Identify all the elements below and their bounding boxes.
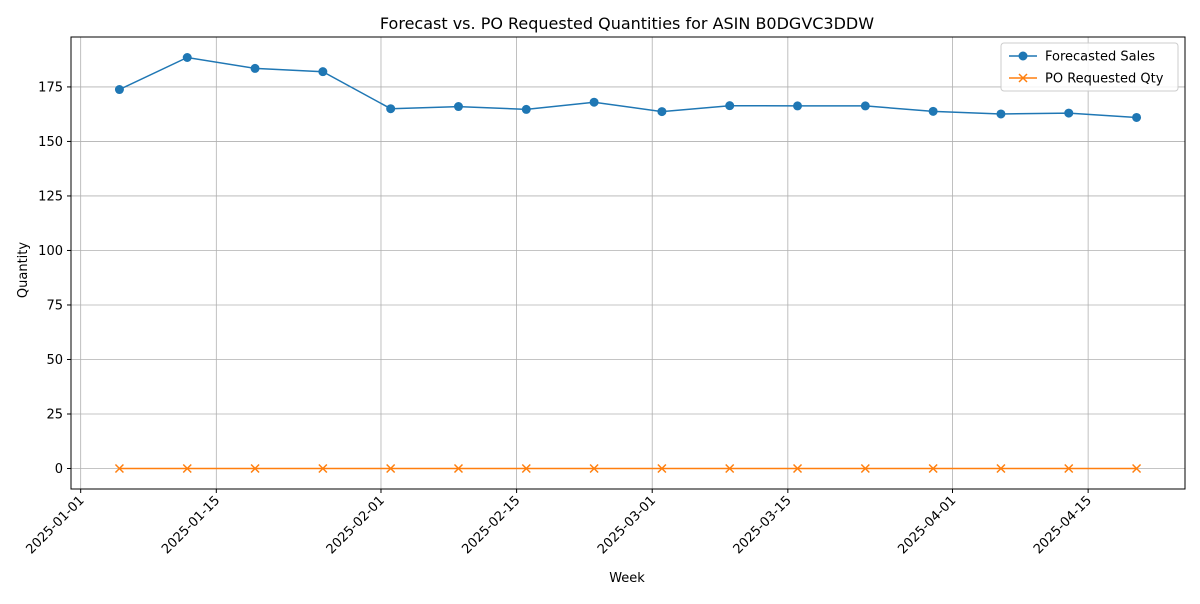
data-point [453, 463, 464, 474]
y-tick-label: 175 [38, 80, 63, 95]
y-tick-label: 150 [38, 135, 63, 150]
data-point [318, 67, 328, 77]
data-point [860, 463, 870, 474]
legend-label: PO Requested Qty [1045, 72, 1164, 87]
series-layer [114, 52, 1142, 474]
data-point [386, 104, 396, 114]
data-point [1064, 108, 1074, 118]
legend-item: Forecasted Sales [1009, 50, 1155, 65]
data-point [1132, 463, 1142, 474]
legend-label: Forecasted Sales [1045, 50, 1155, 65]
data-point [182, 52, 192, 62]
data-point [792, 463, 803, 474]
chart-title: Forecast vs. PO Requested Quantities for… [380, 14, 874, 33]
data-point [386, 463, 396, 474]
legend: Forecasted Sales PO Requested Qty [1000, 42, 1179, 92]
data-point [928, 463, 938, 474]
y-tick-label: 25 [46, 407, 63, 422]
y-tick-label: 125 [38, 189, 63, 204]
data-point [928, 106, 938, 116]
x-tick-label: 2025-04-15 [1031, 493, 1095, 557]
series-line [119, 56, 1137, 119]
legend-marker [1018, 73, 1028, 83]
data-point [657, 107, 667, 117]
x-tick-label: 2025-03-15 [731, 493, 795, 557]
data-point [1132, 112, 1142, 122]
data-point [725, 463, 735, 474]
legend-item: PO Requested Qty [1009, 72, 1164, 87]
legend-marker [1018, 51, 1028, 61]
data-point [589, 463, 599, 474]
y-tick-label: 100 [38, 244, 63, 259]
x-tick-label: 2025-02-15 [459, 493, 523, 557]
data-point [996, 463, 1006, 474]
data-point [114, 85, 124, 95]
x-tick-label: 2025-01-15 [159, 493, 223, 557]
data-point [793, 101, 803, 111]
series-po-requested-qty [114, 463, 1142, 474]
y-axis-label: Quantity [16, 242, 31, 298]
data-point [114, 463, 124, 474]
data-point [521, 104, 531, 114]
legend-box [1000, 42, 1179, 92]
data-point [860, 101, 870, 111]
data-point [182, 463, 192, 474]
data-point [996, 109, 1006, 119]
data-point [521, 463, 531, 474]
x-tick-label: 2025-04-01 [895, 493, 959, 557]
x-tick-label: 2025-03-01 [595, 493, 659, 557]
data-point [1064, 463, 1074, 474]
data-point [725, 101, 735, 111]
data-point [589, 97, 599, 107]
series-forecasted-sales [114, 52, 1142, 122]
plot-frame [70, 36, 1186, 490]
data-point [250, 63, 260, 73]
y-tick-label: 50 [46, 353, 63, 368]
axes: 0 25 50 75 100 125 150 175 2025-01-01 2025-01-15 2… [23, 36, 1186, 557]
data-point [318, 463, 328, 474]
data-point [453, 102, 463, 112]
data-point [250, 463, 260, 474]
y-tick-label: 0 [55, 462, 63, 477]
data-point [657, 463, 667, 474]
y-tick-label: 75 [46, 298, 63, 313]
grid [71, 37, 1185, 489]
x-tick-label: 2025-01-01 [23, 493, 87, 557]
x-axis-label: Week [609, 571, 645, 586]
x-tick-label: 2025-02-01 [324, 493, 388, 557]
